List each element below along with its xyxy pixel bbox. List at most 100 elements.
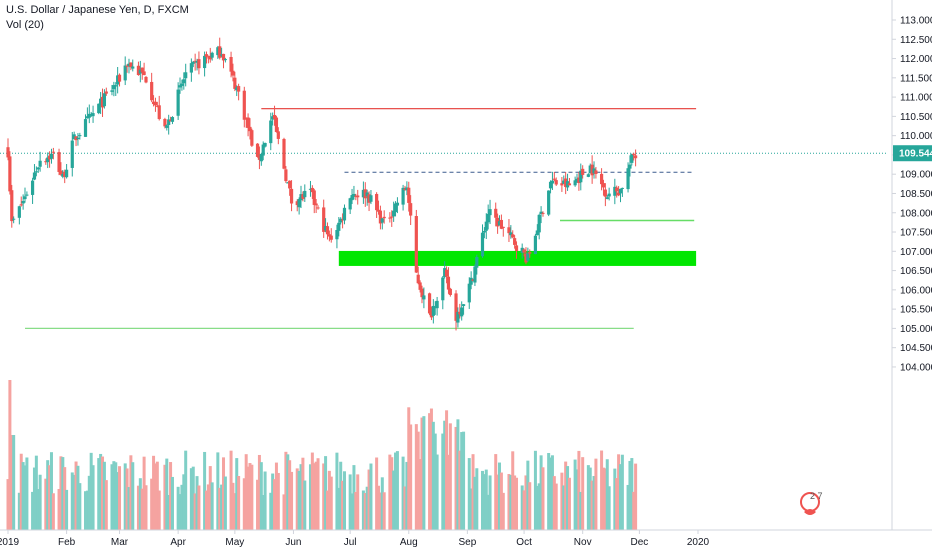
candle-body bbox=[259, 153, 263, 162]
time-tick-label: Feb bbox=[58, 537, 76, 548]
time-axis[interactable]: 2019 Feb Mar Apr May Jun Jul Aug Sep Oct Nov Dec 202… bbox=[0, 530, 710, 548]
candle-body bbox=[184, 72, 188, 79]
candle-body bbox=[30, 180, 35, 195]
candle-body bbox=[409, 203, 413, 216]
volume-bar bbox=[23, 465, 27, 530]
price-tick-label: 113.000 bbox=[900, 16, 932, 27]
volume-bar bbox=[301, 457, 305, 530]
price-axis[interactable]: 113.000 112.500 112.000 111.500 111.000 110.5… bbox=[892, 16, 932, 374]
volume-bar bbox=[290, 471, 294, 530]
volume-bar bbox=[155, 461, 159, 530]
volume-bar bbox=[484, 469, 488, 530]
candle-body bbox=[189, 63, 193, 73]
candle-body bbox=[78, 135, 82, 137]
candle-body bbox=[155, 105, 159, 107]
time-tick-label: 2019 bbox=[0, 537, 20, 548]
candle-body bbox=[354, 195, 358, 197]
volume-bar bbox=[197, 485, 201, 530]
candle-body bbox=[620, 187, 624, 189]
volume-bar bbox=[322, 463, 326, 530]
candle-body bbox=[206, 57, 210, 59]
volume-bar bbox=[350, 493, 354, 530]
volume-bar bbox=[195, 476, 199, 530]
volume-bar bbox=[178, 494, 182, 530]
candle-body bbox=[34, 171, 38, 173]
volume-bar bbox=[524, 475, 528, 530]
volume-bar bbox=[615, 478, 619, 530]
candle-body bbox=[44, 161, 48, 163]
volume-bar bbox=[469, 488, 473, 530]
candle-body bbox=[392, 210, 396, 217]
volume-bar bbox=[566, 466, 570, 530]
volume-bar bbox=[401, 456, 405, 530]
volume-bar bbox=[586, 465, 590, 530]
volume-bar bbox=[222, 457, 226, 530]
time-tick-label: Jul bbox=[344, 537, 357, 548]
candle-body bbox=[10, 190, 14, 222]
volume-bar bbox=[256, 479, 260, 530]
volume-bar bbox=[220, 484, 224, 530]
candle-body bbox=[550, 180, 555, 184]
price-tick-label: 108.500 bbox=[900, 189, 932, 200]
volume-bar bbox=[231, 482, 235, 530]
volume-bar bbox=[541, 467, 545, 530]
price-tick-label: 111.000 bbox=[900, 93, 932, 104]
logo-text: 2 7 bbox=[810, 491, 823, 501]
candle-body bbox=[473, 266, 477, 283]
volume-bar bbox=[269, 492, 273, 530]
candle-body bbox=[125, 65, 129, 67]
candle-body bbox=[316, 207, 320, 209]
candle-body bbox=[204, 54, 209, 57]
candle-body bbox=[8, 156, 12, 192]
volume-bar bbox=[87, 475, 91, 530]
candle-body bbox=[36, 167, 40, 170]
time-tick-label: Aug bbox=[400, 537, 418, 548]
candle-body bbox=[626, 168, 630, 190]
volume-bar bbox=[475, 468, 479, 530]
volume-bar bbox=[72, 474, 76, 530]
volume-bar bbox=[601, 467, 605, 530]
volume-bar bbox=[89, 452, 93, 530]
candle-body bbox=[448, 288, 452, 295]
candle-body bbox=[405, 187, 409, 191]
volume-bar bbox=[367, 469, 371, 530]
candle-body bbox=[507, 227, 511, 234]
time-tick-label: Nov bbox=[574, 537, 592, 548]
volume-bar bbox=[184, 450, 188, 530]
candle-body bbox=[395, 202, 400, 206]
candle-body bbox=[223, 59, 227, 61]
candle-body bbox=[144, 76, 148, 83]
candle-body bbox=[501, 226, 505, 228]
candle-body bbox=[497, 221, 502, 226]
volume-bar bbox=[456, 419, 460, 530]
candle-body bbox=[458, 311, 462, 315]
candle-body bbox=[471, 279, 475, 281]
candle-body bbox=[261, 144, 265, 156]
volume-bar bbox=[634, 463, 638, 530]
volume-bar bbox=[499, 472, 503, 530]
volume-bar bbox=[613, 468, 617, 530]
price-tick-label: 105.500 bbox=[900, 305, 932, 316]
candle-body bbox=[255, 143, 260, 157]
candle-body bbox=[21, 201, 25, 204]
volume-bar bbox=[361, 490, 365, 530]
candle-body bbox=[548, 181, 553, 189]
volume-bar bbox=[193, 493, 197, 530]
candle-body bbox=[61, 173, 65, 177]
candle-body bbox=[242, 90, 246, 120]
candle-body bbox=[142, 71, 146, 75]
candle-body bbox=[475, 257, 479, 268]
volume-bar bbox=[392, 470, 396, 530]
candle-body bbox=[634, 155, 638, 159]
level-layer bbox=[0, 108, 888, 329]
candle-body bbox=[509, 232, 513, 236]
volume-bar bbox=[414, 424, 418, 530]
candle-body bbox=[378, 210, 383, 224]
candle-body bbox=[282, 138, 286, 169]
candle-body bbox=[603, 189, 607, 197]
volume-bar bbox=[233, 493, 237, 530]
candle-body bbox=[297, 199, 301, 208]
volume-bar bbox=[218, 487, 222, 530]
